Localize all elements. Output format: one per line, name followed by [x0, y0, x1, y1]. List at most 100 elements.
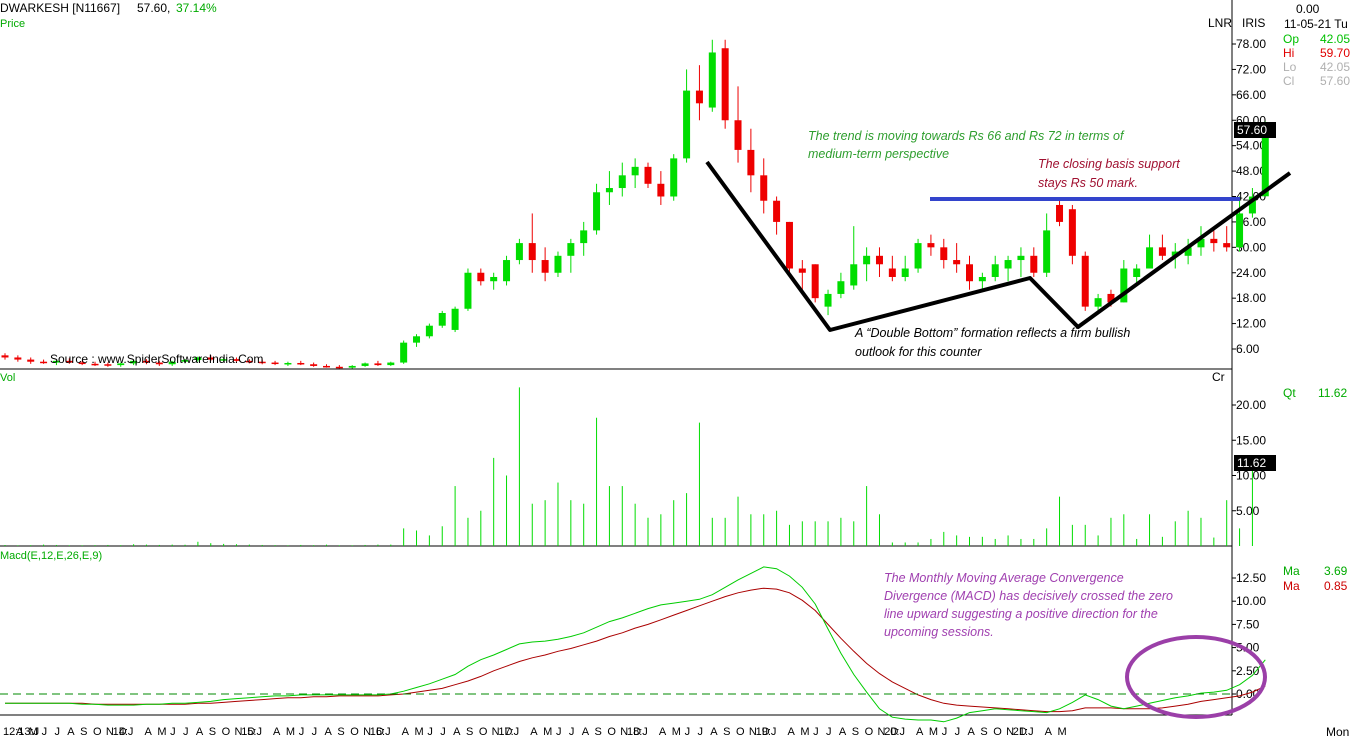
candle	[1056, 200, 1064, 227]
x-axis-label: A	[325, 726, 333, 738]
x-axis-label: N	[234, 726, 242, 738]
candle-body	[14, 357, 22, 360]
x-axis-label: N	[749, 726, 757, 738]
x-axis-label: A	[16, 726, 24, 738]
candle-body	[271, 362, 279, 365]
candle	[953, 243, 961, 273]
candle	[297, 360, 305, 366]
candle-body	[863, 255, 871, 265]
candle	[824, 289, 832, 316]
price-tick-label: 48.00	[1236, 164, 1266, 178]
candle-body	[657, 183, 665, 197]
candle-body	[284, 362, 292, 365]
x-axis-label: O	[736, 726, 745, 738]
ohlc-value: 42.05	[1320, 60, 1350, 74]
candle-body	[413, 336, 421, 343]
x-axis-label: D	[505, 726, 513, 738]
x-axis-label: A	[787, 726, 795, 738]
candle	[773, 196, 781, 235]
x-axis-label: M	[29, 726, 38, 738]
trend-note-line-2: medium-term perspective	[808, 147, 949, 161]
candle-body	[1184, 247, 1192, 256]
x-axis-label: A	[530, 726, 538, 738]
candle-body	[978, 276, 986, 282]
macd-line	[5, 566, 1266, 723]
candle	[374, 360, 382, 366]
ohlc-value: 57.60	[1320, 74, 1350, 88]
candle-body	[940, 247, 948, 261]
last-volume-tag: 11.62	[1234, 455, 1276, 471]
candle-body	[387, 362, 395, 366]
candle	[1, 353, 9, 360]
candle	[528, 213, 536, 273]
macd-tick-label: 12.50	[1236, 571, 1266, 585]
candle-body	[528, 243, 536, 261]
candle-body	[914, 243, 922, 269]
price-tick-label: 72.00	[1236, 62, 1266, 76]
candle	[142, 359, 150, 365]
candle-body	[438, 312, 446, 326]
x-axis-label: 21:J	[1013, 726, 1034, 738]
x-axis-label: J	[697, 726, 703, 738]
candle	[130, 359, 138, 366]
candle	[888, 255, 896, 282]
candle	[464, 268, 472, 311]
candle-body	[361, 363, 369, 366]
candle-body	[875, 255, 883, 265]
support-note-line-1: The closing basis support	[1038, 157, 1180, 171]
candle	[747, 128, 755, 193]
candle	[683, 69, 691, 163]
x-axis-label: 18:J	[627, 726, 648, 738]
qt-label: Qt	[1283, 386, 1296, 400]
candle	[387, 361, 395, 366]
candle-body	[966, 264, 973, 282]
macd-lines	[5, 566, 1266, 723]
x-axis-label: 15:J	[241, 726, 262, 738]
candle	[567, 238, 575, 273]
candle-body	[297, 362, 305, 365]
candle	[554, 251, 562, 277]
header-change-pct: 37.14%	[176, 1, 217, 15]
macd-highlight-circle	[1125, 635, 1267, 719]
candle-body	[104, 364, 112, 366]
candle	[991, 255, 999, 282]
x-axis-label: D	[762, 726, 770, 738]
candle-body	[503, 260, 511, 282]
candle-body	[1261, 130, 1269, 197]
x-axis-label: S	[209, 726, 216, 738]
candle	[1184, 238, 1192, 265]
price-tick-label: 36.00	[1236, 215, 1266, 229]
candle	[400, 340, 408, 364]
x-axis-label: A	[144, 726, 152, 738]
candle-body	[580, 230, 588, 244]
candle-body	[1197, 238, 1205, 248]
x-axis-label: J	[170, 726, 176, 738]
candle	[785, 221, 793, 273]
candle-body	[708, 52, 716, 108]
candle	[708, 39, 716, 112]
candle-body	[1017, 255, 1025, 261]
candle	[940, 238, 948, 269]
candle-body	[773, 200, 781, 222]
candle	[1236, 196, 1244, 252]
candle-body	[1004, 260, 1012, 269]
x-axis-label: J	[826, 726, 832, 738]
candle	[850, 226, 858, 290]
candle-body	[695, 90, 703, 104]
candle-body	[400, 342, 408, 363]
lnr-label: LNR	[1208, 16, 1232, 30]
candle	[65, 358, 73, 364]
candle-body	[683, 90, 691, 159]
candle-body	[1171, 251, 1179, 256]
x-axis-label: J	[312, 726, 318, 738]
last-price-tag: 57.60	[1234, 122, 1276, 138]
candle-body	[605, 188, 613, 193]
candle-body	[451, 308, 459, 330]
macd-note-line-1: The Monthly Moving Average Convergence	[884, 571, 1124, 585]
candle-body	[541, 260, 549, 273]
price-tick-label: 24.00	[1236, 266, 1266, 280]
x-axis-label: J	[813, 726, 819, 738]
x-axis-label: O	[607, 726, 616, 738]
candle	[361, 362, 369, 367]
ohlc-readout: Op 42.05 Hi 59.70 Lo 42.05 Cl 57.60	[1283, 32, 1350, 88]
